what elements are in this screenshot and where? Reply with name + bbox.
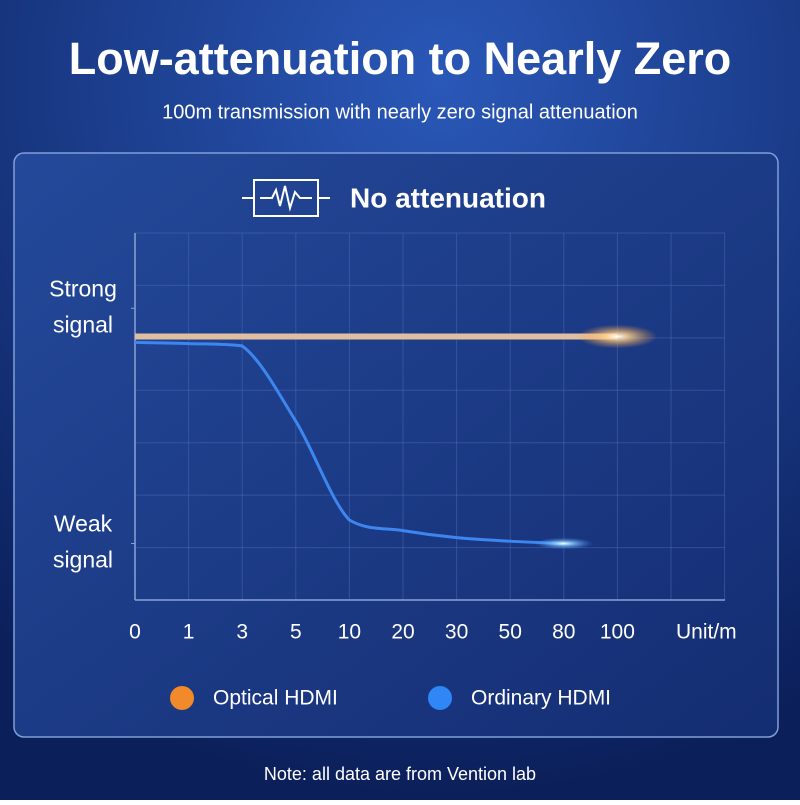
y-tick-label: Weak signal	[53, 511, 113, 573]
x-tick-label: 30	[445, 621, 468, 644]
icon	[242, 179, 330, 217]
glow	[533, 537, 594, 550]
note: Note: all data are from Vention lab	[264, 764, 536, 784]
panel	[13, 152, 779, 738]
x-tick-label: 1	[183, 621, 195, 644]
x-tick-label: 10	[338, 621, 361, 644]
x-tick-label: 100	[600, 621, 635, 644]
x-tick-label: 20	[391, 621, 414, 644]
x-tick-label: 80	[552, 621, 575, 644]
y-tick-label: Strong signal	[49, 275, 117, 337]
legend-label: Optical HDMI	[213, 687, 338, 710]
legend-label: Ordinary HDMI	[471, 687, 611, 710]
x-tick-label: 3	[236, 621, 248, 644]
glow	[577, 324, 658, 349]
legend-marker	[428, 686, 452, 710]
x-tick-label: 50	[499, 621, 522, 644]
legend-marker	[170, 686, 194, 710]
series-line	[134, 340, 564, 546]
x-tick-label: 5	[290, 621, 302, 644]
x-tick-label: 0	[129, 621, 141, 644]
title: Low-attenuation to Nearly Zero	[69, 33, 732, 84]
subtitle: 100m transmission with nearly zero signa…	[162, 101, 638, 123]
x-axis-label: Unit/m	[676, 621, 737, 644]
chart-title: No attenuation	[350, 182, 546, 213]
